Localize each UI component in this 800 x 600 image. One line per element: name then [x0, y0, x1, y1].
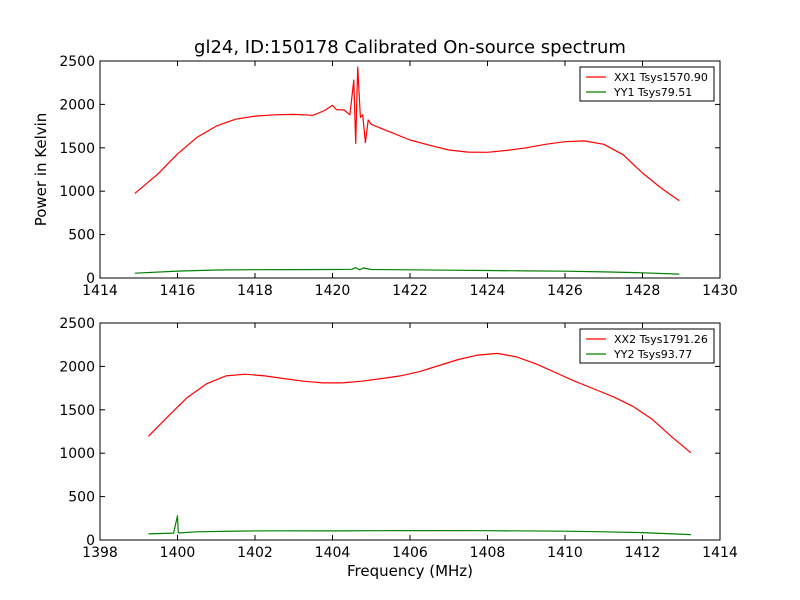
panel2-ytick-label: 0 — [86, 533, 95, 549]
panel2-ytick-label: 1500 — [59, 403, 95, 419]
panel1-legend-label-2: YY1 Tsys79.51 — [613, 86, 692, 99]
panel2-xlabel: Frequency (MHz) — [347, 562, 473, 580]
panel1-xtick-label: 1416 — [160, 283, 196, 299]
panel2-xtick-label: 1406 — [392, 545, 428, 561]
panel2-xtick-label: 1400 — [160, 545, 196, 561]
panel2-xtick-label: 1410 — [547, 545, 583, 561]
panel1-ytick-label: 2500 — [59, 54, 95, 70]
panel2-legend-box — [579, 328, 715, 364]
panel1-ylabel: Power in Kelvin — [32, 113, 50, 227]
panel1-xtick-label: 1422 — [392, 283, 428, 299]
panel2-xtick-label: 1398 — [82, 545, 118, 561]
panel2-xtick-label: 1404 — [315, 545, 351, 561]
panel1-series-line-2 — [134, 267, 680, 275]
panel1-ytick-label: 0 — [86, 271, 95, 287]
panel1-ytick-label: 500 — [68, 228, 95, 244]
panel2-series-line-1 — [147, 352, 692, 454]
panel2-xtick-label: 1402 — [237, 545, 273, 561]
panel2-ytick-label: 2000 — [59, 359, 95, 375]
panel2-legend-label-2: YY2 Tsys93.77 — [613, 348, 692, 361]
panel1-ytick-label: 1500 — [59, 141, 95, 157]
panel2-xtick-label: 1408 — [470, 545, 506, 561]
panel2-ytick-label: 1000 — [59, 446, 95, 462]
panel2-ytick-label: 500 — [68, 490, 95, 506]
panel1-xtick-label: 1426 — [547, 283, 583, 299]
panel2-xtick-label: 1414 — [702, 545, 738, 561]
panel2-xtick-label: 1412 — [625, 545, 661, 561]
panel1-xtick-label: 1428 — [625, 283, 661, 299]
panel1-xtick-label: 1430 — [702, 283, 738, 299]
panel1-ytick-label: 1000 — [59, 184, 95, 200]
panel2-legend-label-1: XX2 Tsys1791.26 — [614, 333, 708, 346]
panel1-xtick-label: 1414 — [82, 283, 118, 299]
panel1-legend-label-1: XX1 Tsys1570.90 — [614, 71, 708, 84]
panel1-legend-box — [579, 66, 715, 102]
panel2-series-line-2 — [148, 515, 691, 536]
panel1-series-line-1 — [134, 66, 680, 202]
panel1-ytick-label: 2000 — [59, 97, 95, 113]
panel1-xtick-label: 1418 — [237, 283, 273, 299]
panel2-ytick-label: 2500 — [59, 316, 95, 332]
panel1-xtick-label: 1420 — [315, 283, 351, 299]
panel1-title: gl24, ID:150178 Calibrated On-source spe… — [194, 37, 626, 58]
panel1-xtick-label: 1424 — [470, 283, 506, 299]
